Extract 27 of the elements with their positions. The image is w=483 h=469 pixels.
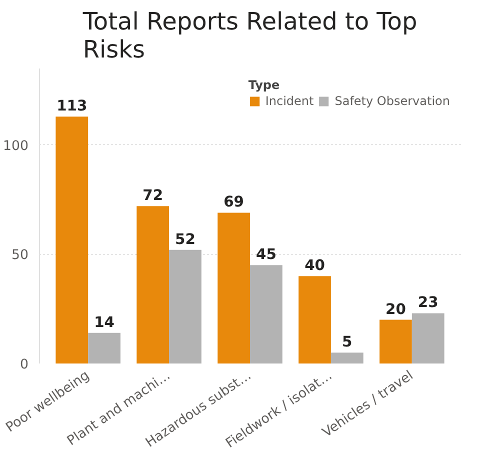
bar: [412, 313, 444, 364]
data-label: 52: [175, 230, 196, 248]
legend-label: Safety Observation: [334, 94, 450, 108]
bar: [56, 116, 88, 364]
data-label: 69: [224, 194, 244, 211]
data-label: 23: [418, 294, 438, 312]
y-tick-label: 50: [12, 248, 29, 264]
bar: [380, 320, 412, 364]
chart-title: Total Reports Related to Top Risks: [82, 8, 418, 64]
data-label: 20: [386, 300, 406, 318]
y-tick-label: 0: [20, 358, 29, 372]
data-label: 45: [256, 246, 276, 264]
data-label: 40: [304, 257, 325, 274]
bar: [136, 206, 170, 364]
bar: [250, 265, 282, 364]
data-label: 72: [142, 187, 164, 204]
legend-label: Incident: [265, 94, 314, 108]
data-label: 5: [342, 334, 352, 351]
y-tick-label: 100: [3, 138, 29, 154]
bar: [298, 276, 331, 364]
legend-title: Type: [248, 78, 281, 92]
bar: [218, 212, 250, 364]
bar: [330, 352, 364, 364]
bar: [169, 250, 202, 364]
data-label: 113: [56, 98, 88, 115]
data-label: 14: [94, 314, 114, 331]
bar: [88, 332, 120, 364]
